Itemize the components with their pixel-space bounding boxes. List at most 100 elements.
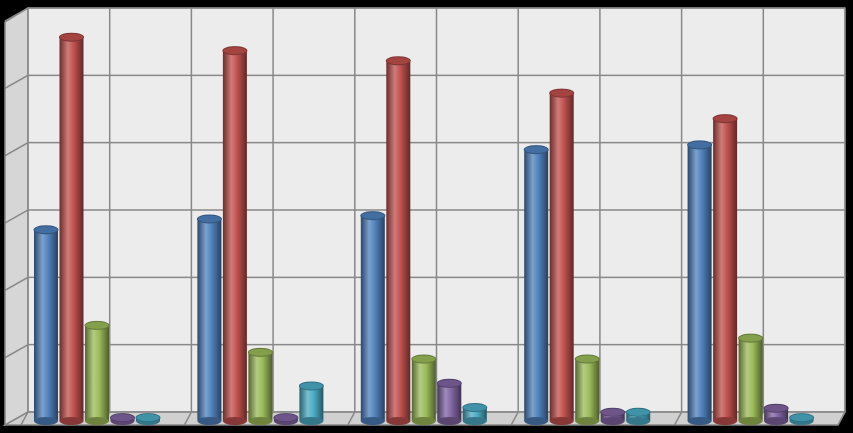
bar [713, 118, 738, 421]
bar-base [85, 417, 109, 425]
cylinder [436, 378, 462, 425]
floor-grid-line [837, 411, 846, 426]
bar-top [687, 140, 713, 150]
side-grid-line [4, 7, 29, 22]
cylinder [549, 88, 575, 425]
bar [738, 338, 763, 421]
plot [4, 7, 845, 426]
bar-top [33, 225, 59, 235]
cylinder [625, 407, 651, 425]
side-grid-line [4, 209, 29, 224]
bar [197, 219, 222, 421]
bar-top [135, 413, 161, 423]
cylinder [33, 225, 59, 425]
bar-base [462, 417, 487, 425]
bar [85, 325, 109, 421]
bar-base [687, 417, 712, 425]
cylinder [600, 407, 626, 425]
bar-base [713, 417, 738, 425]
cylinder [523, 145, 549, 425]
bar-base [549, 417, 574, 425]
bar-top [738, 333, 764, 343]
bar-base [626, 417, 651, 425]
side-grid-line [4, 74, 29, 89]
bar-top [462, 403, 488, 413]
bar [59, 37, 84, 421]
bar-base [524, 417, 549, 425]
cylinder [110, 413, 135, 425]
bar-top [298, 381, 324, 391]
bar-top [222, 46, 248, 56]
bar-top [523, 145, 549, 155]
bar-top [600, 407, 626, 417]
bar-top [625, 407, 651, 417]
cylinder [360, 211, 386, 425]
cylinder [712, 114, 738, 425]
cylinder [763, 403, 789, 425]
floor-grid-line [20, 411, 29, 426]
cylinder [298, 381, 324, 425]
bar-base [764, 417, 789, 425]
bar-base [299, 417, 324, 425]
cylinder [135, 413, 161, 425]
bar-base [222, 417, 247, 425]
bar-top [574, 354, 600, 364]
bar-top [712, 114, 738, 124]
bar [687, 144, 712, 421]
bar-top [110, 413, 135, 423]
cylinder [273, 413, 299, 425]
cylinder [385, 56, 411, 425]
bar [575, 359, 600, 421]
bar [34, 229, 58, 421]
bar [437, 383, 462, 421]
bar-base [197, 417, 222, 425]
cylinder [687, 140, 713, 425]
bar [222, 50, 247, 422]
bar-top [549, 88, 575, 98]
bar-base [575, 417, 600, 425]
bar [248, 352, 273, 421]
bar [299, 385, 324, 421]
bar [360, 215, 385, 421]
bar-base [34, 417, 58, 425]
cylinder [247, 347, 273, 425]
floor-grid-line [183, 411, 193, 426]
floor-grid-line [673, 411, 683, 426]
bar-base [360, 417, 385, 425]
bar [549, 93, 574, 421]
floor-grid-line [347, 411, 356, 426]
bar-top [84, 320, 110, 330]
floor-grid-line [510, 411, 519, 426]
bar-top [59, 32, 84, 42]
bar-top [196, 214, 222, 224]
bar [386, 60, 411, 422]
bar-top [436, 378, 462, 388]
side-grid-line [4, 411, 29, 426]
cylinder [411, 354, 437, 425]
bar [524, 149, 549, 421]
side-grid-line [4, 344, 29, 359]
bar-base [738, 417, 763, 425]
bar-top [763, 403, 789, 413]
bar-base [600, 417, 625, 425]
bar-base [248, 417, 273, 425]
bar-top [789, 413, 815, 423]
cylinder [196, 214, 222, 425]
cylinder [738, 333, 764, 425]
cylinder [789, 413, 815, 425]
bar-base [386, 417, 411, 425]
bar-base [59, 417, 84, 425]
cylinder [574, 354, 600, 425]
bar-top [411, 354, 437, 364]
bar [411, 359, 436, 421]
cylinder [59, 32, 84, 425]
cylinder [84, 320, 110, 425]
cylinder [462, 403, 488, 425]
bar-base [437, 417, 462, 425]
bar-top [273, 413, 299, 423]
bar-top [385, 56, 411, 66]
cylinder [222, 46, 248, 425]
bar-base [411, 417, 436, 425]
bar-top [247, 347, 273, 357]
